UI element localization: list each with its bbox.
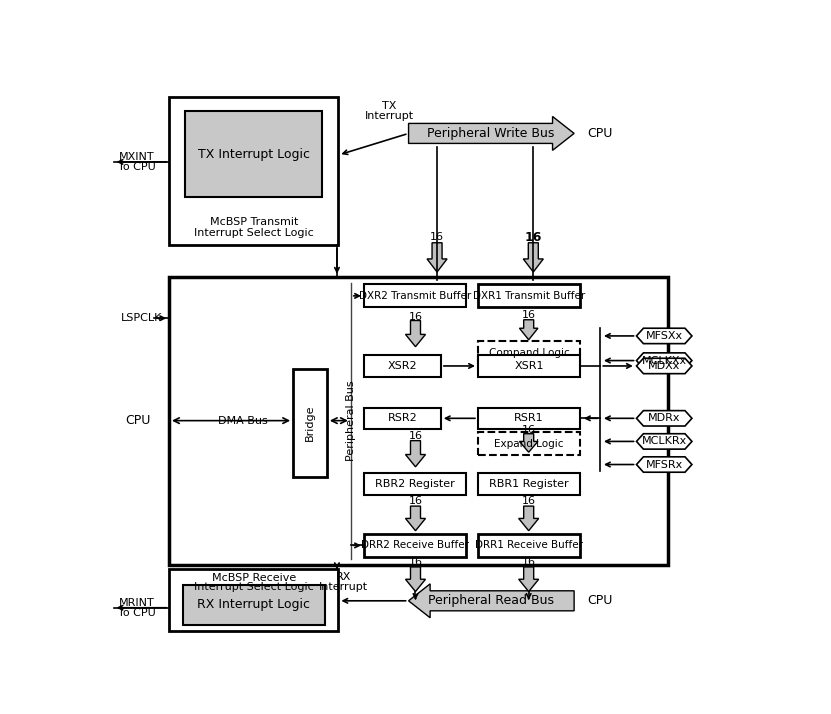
Text: MCLKRx: MCLKRx [642, 436, 687, 446]
Text: CPU: CPU [588, 594, 612, 608]
Polygon shape [406, 441, 425, 467]
Text: Interrupt: Interrupt [318, 582, 367, 592]
Text: 16: 16 [522, 496, 536, 506]
Text: XSR1: XSR1 [514, 361, 543, 371]
Text: RSR1: RSR1 [514, 413, 543, 423]
Bar [478, 534, 580, 557]
Text: Interrupt Select Logic: Interrupt Select Logic [194, 582, 313, 592]
Text: XSR2: XSR2 [387, 361, 417, 371]
Bar [478, 408, 580, 429]
Text: Interrupt: Interrupt [365, 111, 414, 121]
Bar [478, 355, 580, 377]
Polygon shape [406, 567, 425, 592]
Text: Peripheral Write Bus: Peripheral Write Bus [427, 127, 554, 140]
Polygon shape [519, 320, 538, 340]
Polygon shape [409, 584, 574, 618]
Text: 16: 16 [522, 310, 536, 320]
Text: MFSXx: MFSXx [646, 331, 683, 341]
Polygon shape [637, 328, 692, 343]
Text: MXINT: MXINT [119, 152, 155, 162]
Text: MRINT: MRINT [119, 598, 155, 608]
Text: McBSP Transmit: McBSP Transmit [209, 217, 298, 227]
Bar [169, 97, 338, 245]
Polygon shape [637, 353, 692, 368]
Text: 16: 16 [524, 231, 542, 244]
Text: TX: TX [382, 101, 396, 111]
Text: MDRx: MDRx [648, 413, 681, 423]
Polygon shape [524, 243, 543, 272]
Polygon shape [519, 433, 538, 452]
Text: DXR1 Transmit Buffer: DXR1 Transmit Buffer [473, 291, 585, 301]
Text: RX: RX [336, 572, 351, 582]
Text: 16: 16 [409, 431, 422, 441]
Text: RBR2 Register: RBR2 Register [376, 479, 455, 489]
Text: MCLKXx: MCLKXx [642, 356, 686, 366]
Bar [185, 111, 322, 197]
Bar [478, 432, 580, 456]
Text: MDXx: MDXx [648, 361, 681, 371]
Text: Peripheral Read Bus: Peripheral Read Bus [428, 594, 554, 608]
Text: CPU: CPU [588, 127, 612, 140]
Polygon shape [406, 321, 425, 347]
Text: DMA Bus: DMA Bus [218, 416, 268, 426]
Text: Compand Logic: Compand Logic [489, 348, 569, 358]
Bar [478, 341, 580, 364]
Polygon shape [406, 506, 425, 531]
Polygon shape [427, 243, 447, 272]
Text: 16: 16 [430, 232, 444, 242]
Bar [293, 369, 327, 477]
Text: CPU: CPU [125, 414, 151, 427]
Text: 16: 16 [409, 496, 422, 506]
Text: McBSP Receive: McBSP Receive [212, 573, 296, 583]
Text: To CPU: To CPU [118, 162, 155, 172]
Text: To CPU: To CPU [118, 608, 155, 618]
Text: Bridge: Bridge [305, 405, 315, 441]
Text: DRR1 Receive Buffer: DRR1 Receive Buffer [475, 540, 583, 550]
Text: RBR1 Register: RBR1 Register [489, 479, 569, 489]
Text: RSR2: RSR2 [387, 413, 417, 423]
Text: DXR2 Transmit Buffer: DXR2 Transmit Buffer [359, 291, 471, 301]
Bar [364, 408, 441, 429]
Bar [169, 276, 668, 565]
Text: DRR2 Receive Buffer: DRR2 Receive Buffer [361, 540, 470, 550]
Polygon shape [637, 358, 692, 373]
Bar [478, 284, 580, 308]
Bar [364, 355, 441, 377]
Text: 16: 16 [409, 312, 422, 322]
Text: RX Interrupt Logic: RX Interrupt Logic [197, 598, 310, 611]
Polygon shape [637, 457, 692, 472]
Text: 16: 16 [409, 558, 422, 568]
Text: MFSRx: MFSRx [646, 460, 683, 470]
Bar [169, 569, 338, 631]
Text: Peripheral Bus: Peripheral Bus [346, 381, 356, 461]
Bar [364, 473, 466, 495]
Polygon shape [519, 567, 538, 592]
Bar [364, 284, 466, 308]
Bar [183, 585, 325, 625]
Text: TX Interrupt Logic: TX Interrupt Logic [198, 148, 310, 161]
Polygon shape [519, 506, 538, 531]
Bar [364, 534, 466, 557]
Polygon shape [409, 116, 574, 151]
Polygon shape [637, 411, 692, 426]
Text: LSPCLK: LSPCLK [120, 313, 162, 323]
Polygon shape [637, 433, 692, 449]
Bar [478, 473, 580, 495]
Text: 16: 16 [522, 425, 536, 435]
Text: Interrupt Select Logic: Interrupt Select Logic [194, 228, 313, 238]
Text: Expand Logic: Expand Logic [494, 438, 563, 448]
Text: 16: 16 [522, 558, 536, 568]
